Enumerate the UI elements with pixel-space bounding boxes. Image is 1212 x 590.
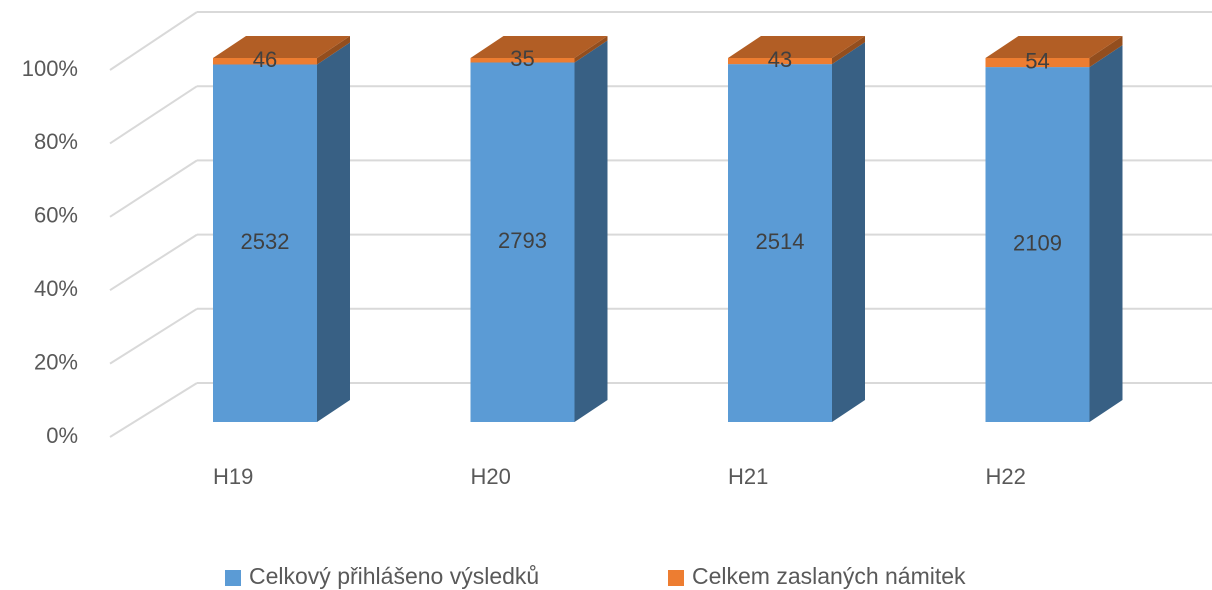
data-label: 2109 — [1013, 230, 1062, 255]
bar-top — [470, 36, 608, 58]
bar-segment — [213, 58, 317, 65]
bar-side — [832, 42, 865, 422]
bar-side — [317, 36, 350, 65]
bar-segment — [985, 58, 1090, 68]
bar-segment — [213, 64, 317, 422]
bar-side — [574, 36, 608, 63]
data-label: 43 — [768, 47, 792, 72]
legend-swatch — [225, 570, 241, 586]
x-tick-label: H22 — [986, 464, 1026, 489]
y-tick-label: 100% — [22, 56, 78, 81]
data-label: 35 — [510, 46, 534, 71]
bar-side — [1089, 36, 1123, 68]
y-tick-label: 60% — [34, 203, 78, 228]
data-label: 2793 — [498, 228, 547, 253]
bar-segment — [985, 67, 1090, 423]
bar-top — [728, 36, 865, 58]
bar-side — [317, 42, 350, 422]
y-tick-label: 0% — [46, 423, 78, 448]
bar-segment — [728, 58, 832, 65]
x-tick-label: H21 — [728, 464, 768, 489]
bar-side — [832, 36, 865, 65]
data-label: 46 — [253, 47, 277, 72]
legend-label: Celkový přihlášeno výsledků — [249, 563, 539, 589]
bar-top — [213, 36, 350, 58]
legend-swatch — [668, 570, 684, 586]
data-label: 54 — [1025, 48, 1049, 73]
y-tick-label: 20% — [34, 349, 78, 374]
grid-line-side — [109, 11, 198, 71]
x-tick-label: H19 — [213, 464, 253, 489]
bar-side — [574, 40, 608, 423]
bar-segment — [470, 62, 575, 423]
grid-line-side — [109, 85, 198, 145]
grid-line-side — [109, 233, 198, 292]
bar-segment — [470, 58, 575, 63]
y-tick-label: 40% — [34, 276, 78, 301]
bar-top — [985, 36, 1123, 58]
y-tick-label: 80% — [34, 129, 78, 154]
bar-segment — [728, 64, 832, 422]
legend-label: Celkem zaslaných námitek — [692, 563, 966, 589]
x-tick-label: H20 — [471, 464, 511, 489]
data-label: 2532 — [241, 229, 290, 254]
grid-line-side — [109, 382, 198, 438]
grid-line-side — [109, 307, 198, 365]
grid-line-side — [109, 159, 198, 218]
data-label: 2514 — [756, 229, 805, 254]
bar-side — [1089, 45, 1123, 423]
